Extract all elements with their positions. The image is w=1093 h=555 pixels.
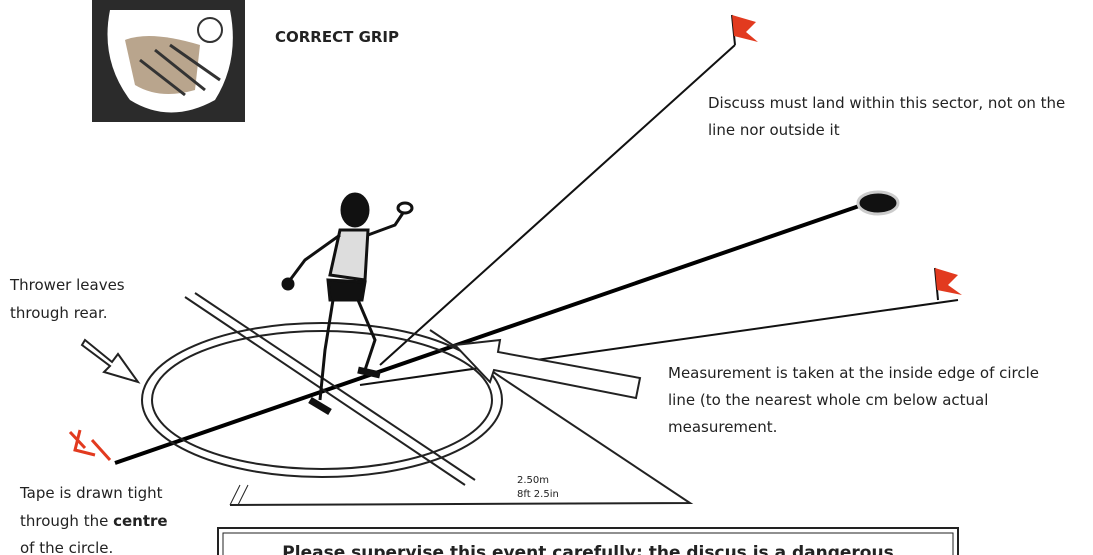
discus xyxy=(858,192,898,214)
throwing-circle-inner xyxy=(152,331,492,469)
grip-image xyxy=(92,0,245,122)
warning-text: Please supervise this event carefully; t… xyxy=(282,543,893,555)
thrower-note: Thrower leaves xyxy=(9,276,125,294)
flag xyxy=(935,268,962,300)
tape-note: of the circle. xyxy=(20,539,113,555)
arrow xyxy=(82,340,138,382)
measurement-note: Measurement is taken at the inside edge … xyxy=(668,364,1039,382)
dimension-metric: 2.50m xyxy=(517,475,549,486)
measurement-note: line (to the nearest whole cm below actu… xyxy=(668,391,988,409)
dimension-imperial: 8ft 2.5in xyxy=(517,489,559,500)
sector-note: line nor outside it xyxy=(708,121,840,139)
grip-label: CORRECT GRIP xyxy=(275,28,399,46)
measurement-note: measurement. xyxy=(668,418,777,436)
tape-note: through the centre xyxy=(20,512,168,530)
thrower-note: through rear. xyxy=(10,304,108,322)
dimension-line xyxy=(230,485,248,505)
sector-note: Discuss must land within this sector, no… xyxy=(708,94,1065,112)
athlete xyxy=(283,194,412,412)
tape-note-bold: centre xyxy=(113,512,168,530)
flag xyxy=(732,15,758,45)
discus-diagram: CORRECT GRIP Discuss must land within th… xyxy=(0,0,1093,555)
sector-line xyxy=(380,45,735,365)
tape-note-text: through the xyxy=(20,512,113,530)
tape-peg xyxy=(70,430,110,460)
sector-extent xyxy=(230,330,690,505)
tape-note: Tape is drawn tight xyxy=(19,484,163,502)
